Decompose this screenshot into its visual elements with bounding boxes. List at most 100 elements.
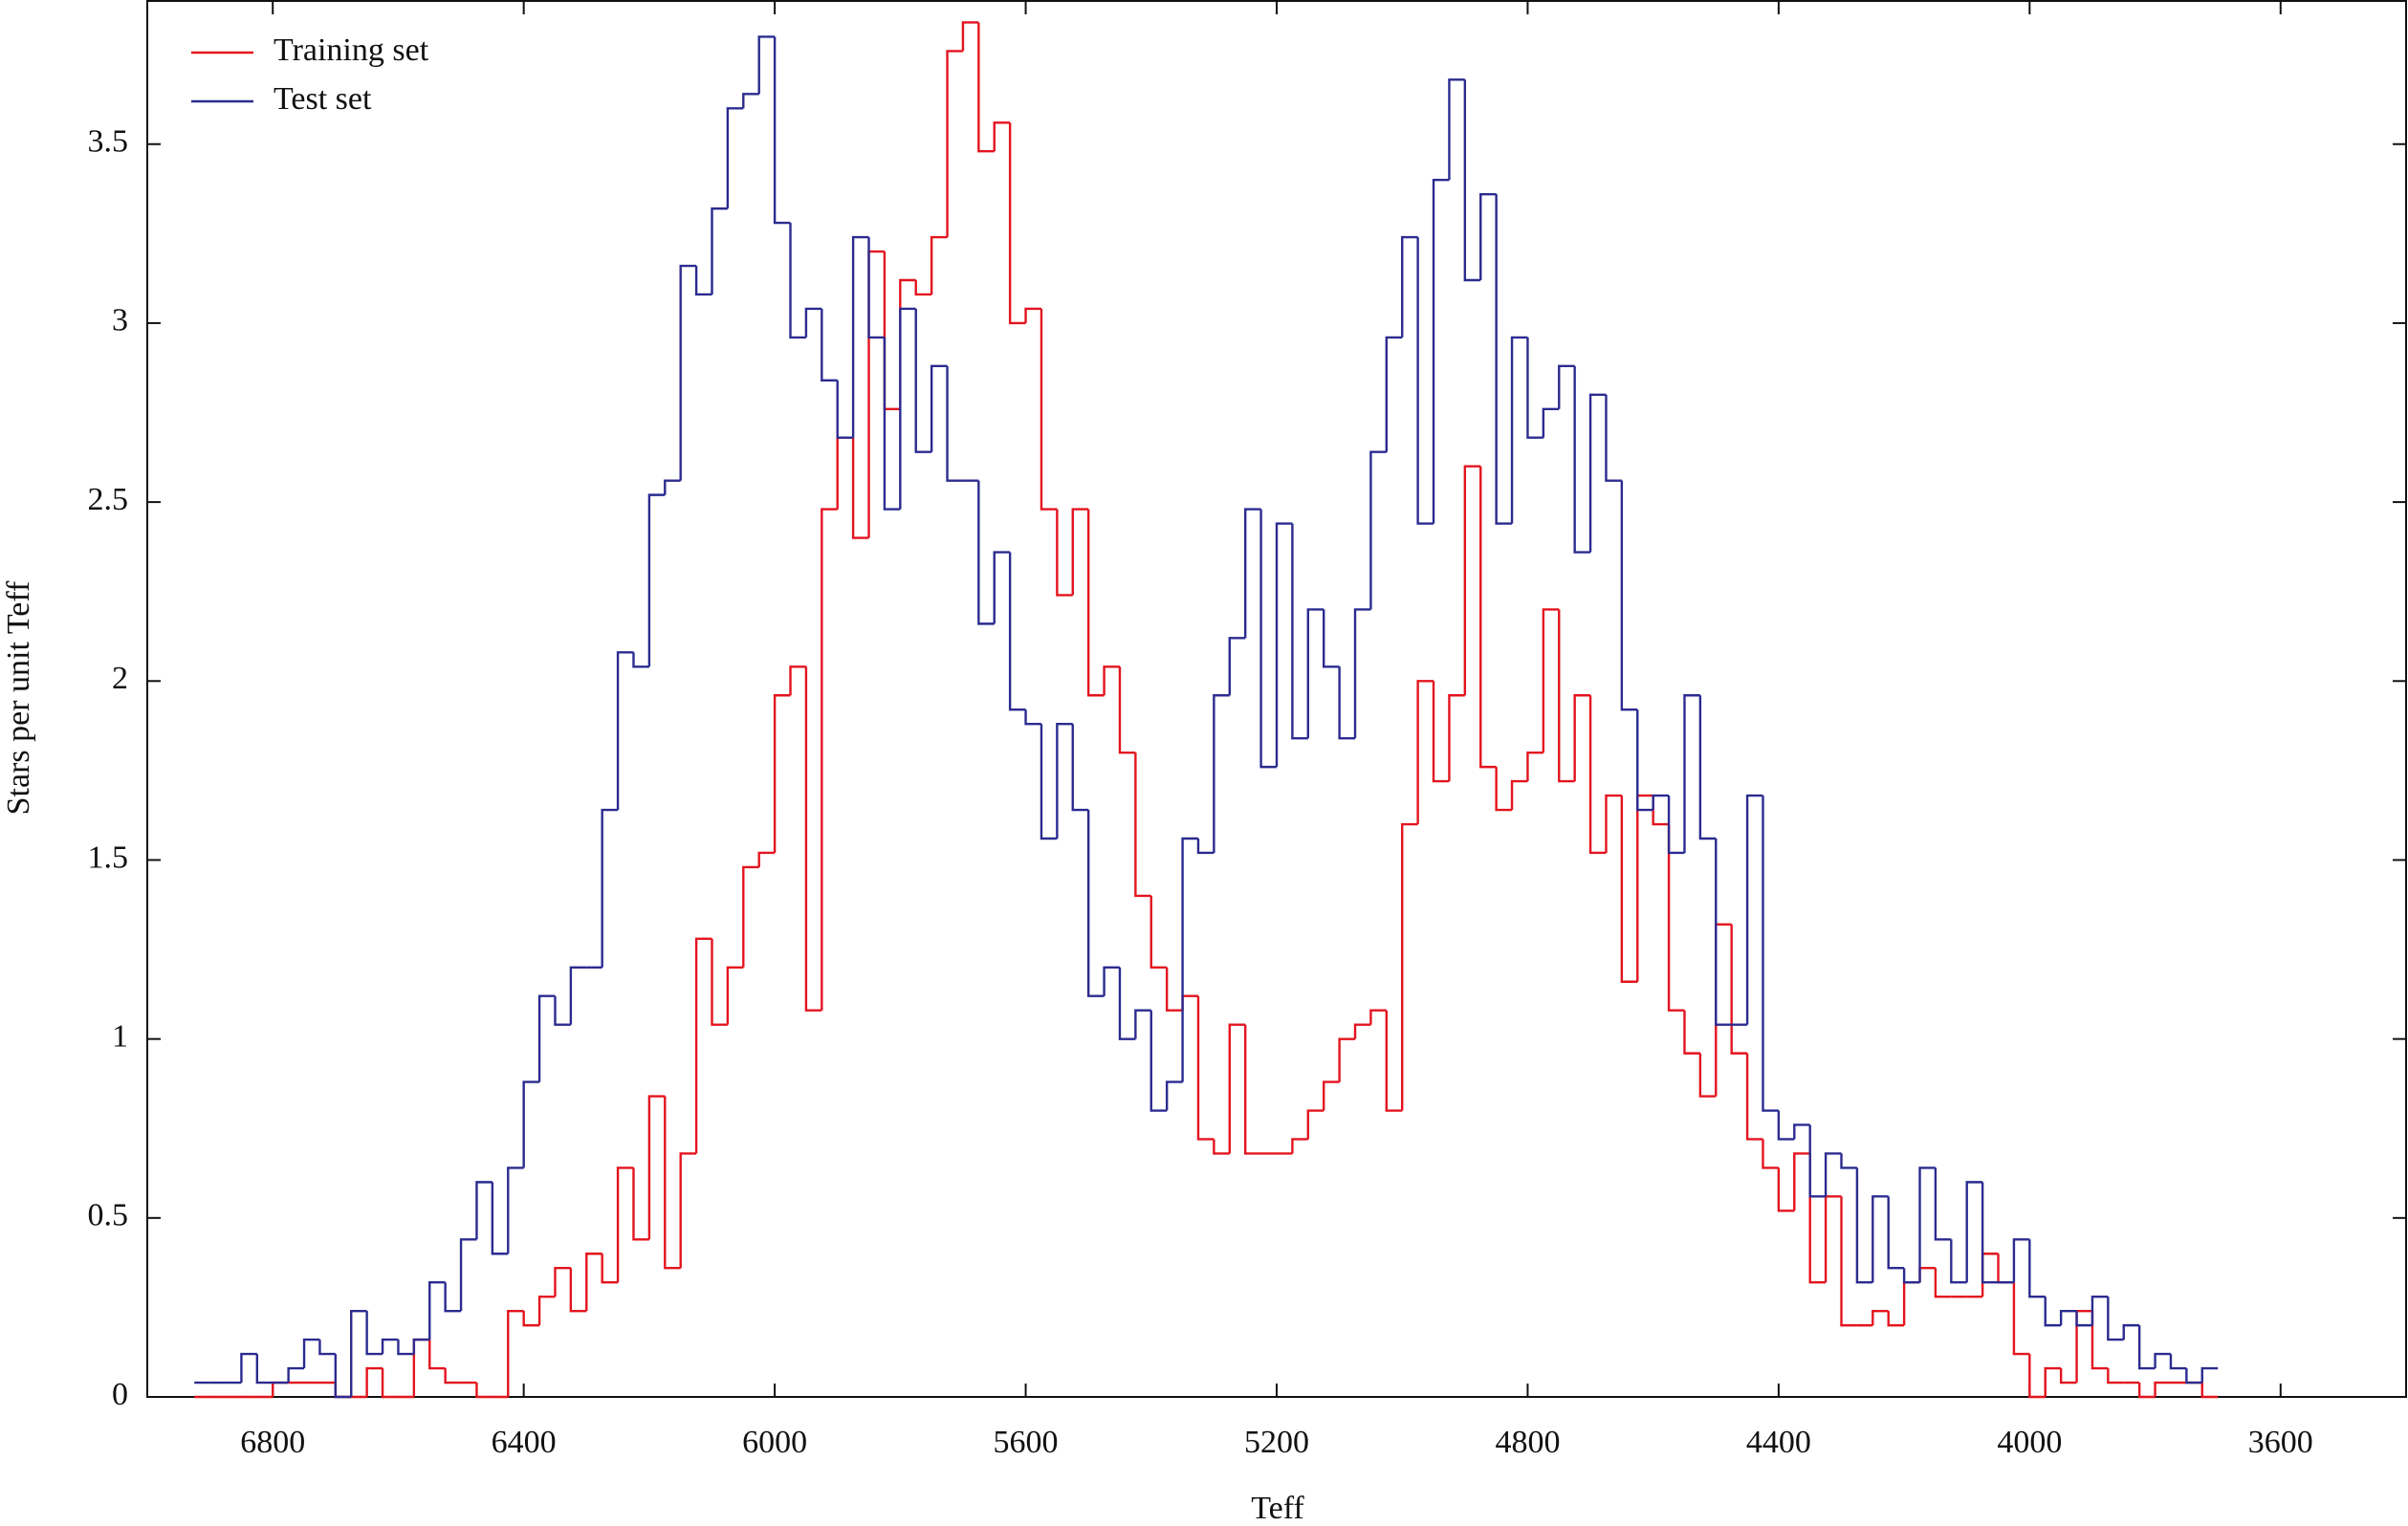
- y-tick-label: 3: [112, 303, 128, 338]
- y-tick-label: 3.5: [88, 124, 129, 160]
- histogram-step: [569, 1268, 587, 1313]
- histogram-step: [1526, 751, 1543, 782]
- histogram-step: [1416, 237, 1434, 525]
- histogram-step: [1118, 666, 1136, 754]
- histogram-step: [1715, 923, 1732, 1097]
- histogram-step: [1840, 1196, 1857, 1327]
- histogram-step: [601, 1254, 619, 1284]
- histogram-step: [412, 1338, 430, 1355]
- histogram-step: [1306, 1109, 1324, 1140]
- histogram-step: [1495, 194, 1513, 525]
- histogram-step: [1542, 608, 1560, 753]
- histogram-step: [2169, 1354, 2187, 1370]
- histogram-step: [2200, 1383, 2219, 1399]
- histogram-step: [1573, 365, 1591, 554]
- histogram-step: [1243, 1024, 1261, 1155]
- histogram-step: [647, 1095, 666, 1240]
- histogram-step: [1605, 794, 1622, 853]
- histogram-step: [522, 1080, 540, 1168]
- histogram-step: [2044, 1366, 2062, 1397]
- histogram-step: [1353, 1023, 1371, 1039]
- histogram-step: [851, 437, 869, 539]
- histogram-step: [2137, 1383, 2156, 1399]
- histogram-step: [1588, 393, 1607, 553]
- histogram-step: [1306, 608, 1324, 739]
- histogram-step: [694, 937, 712, 1154]
- histogram-step: [1902, 1268, 1920, 1284]
- y-tick-label: 0.5: [88, 1198, 129, 1233]
- y-tick-label: 0: [112, 1377, 128, 1412]
- histogram-step: [1918, 1166, 1936, 1283]
- histogram-step: [522, 1311, 540, 1327]
- histogram-step: [1510, 336, 1528, 524]
- histogram-step: [1323, 609, 1340, 668]
- histogram-step: [1008, 552, 1026, 711]
- y-axis-label: Stars per unit Teff: [1, 580, 36, 815]
- x-tick-label: 3600: [2248, 1425, 2313, 1460]
- histogram-step: [1149, 1010, 1168, 1112]
- histogram-step: [914, 308, 932, 453]
- histogram-step: [2137, 1325, 2156, 1370]
- histogram-step: [1620, 796, 1638, 983]
- histogram-step: [1432, 178, 1450, 524]
- histogram-step: [507, 1309, 524, 1397]
- histogram-step: [302, 1338, 320, 1369]
- histogram-step: [1620, 480, 1638, 711]
- histogram-step: [2091, 1311, 2109, 1370]
- histogram-step: [1950, 1239, 1967, 1284]
- histogram-step: [412, 1338, 430, 1397]
- histogram-step: [444, 1368, 462, 1384]
- histogram-step: [2059, 1309, 2077, 1326]
- histogram-step: [726, 107, 744, 209]
- histogram-step: [1872, 1309, 1889, 1326]
- histogram-step: [836, 436, 854, 510]
- histogram-step: [350, 1309, 367, 1397]
- histogram-step: [1902, 1281, 1920, 1326]
- histogram-step: [2075, 1309, 2092, 1384]
- histogram-step: [255, 1354, 274, 1384]
- histogram-step: [1745, 794, 1763, 1025]
- histogram-step: [1008, 122, 1026, 325]
- histogram-step: [1558, 609, 1575, 783]
- histogram-step: [930, 364, 948, 452]
- histogram-step: [318, 1340, 336, 1356]
- histogram-step: [1495, 767, 1513, 812]
- histogram-step: [537, 994, 556, 1082]
- histogram-step: [632, 652, 649, 668]
- x-tick-label: 6400: [492, 1425, 557, 1460]
- histogram-step: [1777, 1110, 1795, 1141]
- histogram-step: [1558, 364, 1575, 409]
- histogram-step: [899, 278, 916, 409]
- histogram-step: [2012, 1282, 2030, 1356]
- histogram-step: [1636, 709, 1653, 812]
- histogram-step: [1463, 79, 1481, 282]
- x-tick-label: 6000: [742, 1425, 807, 1460]
- histogram-step: [1934, 1167, 1952, 1241]
- histogram-step: [1981, 1253, 1999, 1297]
- histogram-step: [2200, 1366, 2219, 1384]
- histogram-step: [1683, 694, 1700, 853]
- histogram-step: [1149, 895, 1168, 969]
- histogram-step: [2107, 1297, 2124, 1341]
- histogram-step: [1275, 522, 1293, 768]
- histogram-step: [1887, 1311, 1905, 1327]
- histogram-step: [397, 1340, 414, 1356]
- histogram-step: [1213, 1139, 1230, 1155]
- histogram-step: [993, 551, 1011, 624]
- x-tick-label: 5200: [1244, 1425, 1309, 1460]
- histogram-step: [569, 966, 587, 1025]
- histogram-step: [664, 1096, 681, 1270]
- histogram-step: [334, 1354, 352, 1399]
- histogram-step: [804, 666, 822, 1012]
- histogram-step: [1683, 1010, 1700, 1055]
- histogram-step: [1353, 608, 1371, 739]
- histogram-step: [554, 1267, 571, 1297]
- histogram-step: [899, 307, 916, 510]
- histogram-step: [1259, 509, 1277, 769]
- histogram-step: [1793, 1123, 1810, 1140]
- histogram-step: [1448, 78, 1465, 181]
- histogram-step: [1698, 695, 1717, 840]
- histogram-step: [1323, 1080, 1340, 1111]
- histogram-step: [475, 1181, 493, 1240]
